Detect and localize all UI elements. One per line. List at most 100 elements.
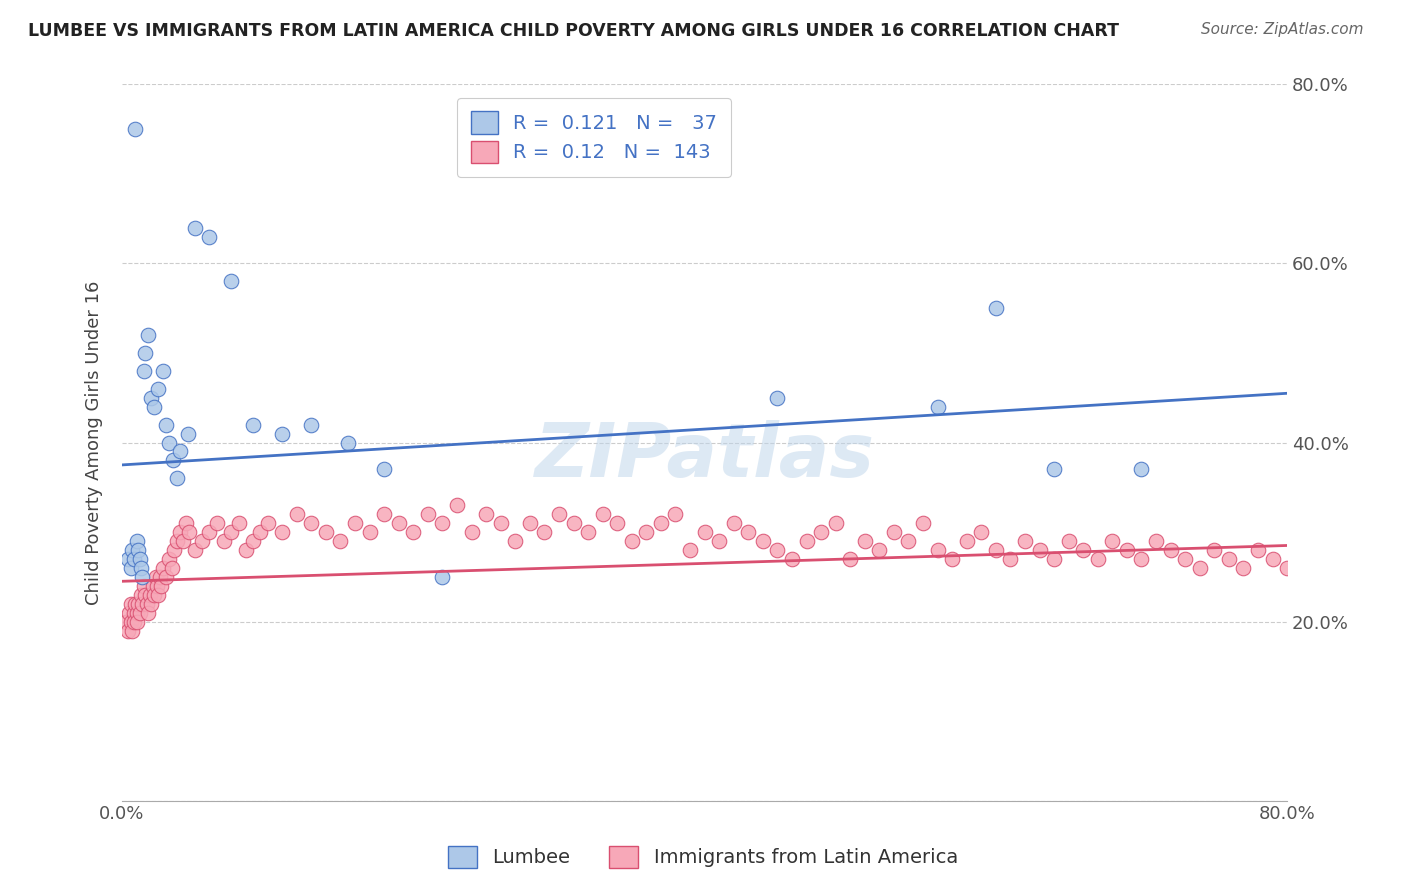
Point (115, 615, 138, 629)
Point (122, 552, 145, 566)
Point (1071, 543, 1094, 558)
Point (533, 524, 555, 539)
Point (693, 524, 716, 539)
Point (121, 624, 143, 638)
Point (373, 507, 395, 521)
Point (138, 588, 160, 602)
Point (242, 417, 264, 432)
Point (129, 561, 152, 575)
Point (796, 534, 818, 549)
Point (853, 534, 876, 549)
Point (576, 524, 599, 539)
Point (177, 524, 200, 539)
Point (1275, 561, 1298, 575)
Point (184, 543, 207, 558)
Point (927, 400, 949, 414)
Point (219, 274, 242, 288)
Legend: Lumbee, Immigrants from Latin America: Lumbee, Immigrants from Latin America (439, 836, 967, 878)
Point (136, 328, 159, 343)
Point (160, 561, 183, 575)
Point (127, 597, 149, 611)
Point (752, 534, 775, 549)
Point (1043, 462, 1066, 476)
Point (131, 570, 153, 584)
Point (446, 498, 468, 512)
Point (1028, 543, 1050, 558)
Point (1334, 543, 1357, 558)
Point (1087, 552, 1109, 566)
Point (650, 516, 672, 530)
Point (1101, 534, 1123, 549)
Point (157, 435, 180, 450)
Point (149, 570, 172, 584)
Point (737, 524, 759, 539)
Point (970, 524, 993, 539)
Point (1057, 534, 1080, 549)
Point (824, 516, 846, 530)
Point (1291, 543, 1313, 558)
Point (212, 534, 235, 549)
Point (198, 229, 221, 244)
Point (191, 534, 214, 549)
Point (620, 534, 643, 549)
Point (118, 606, 141, 620)
Point (941, 552, 963, 566)
Text: LUMBEE VS IMMIGRANTS FROM LATIN AMERICA CHILD POVERTY AMONG GIRLS UNDER 16 CORRE: LUMBEE VS IMMIGRANTS FROM LATIN AMERICA … (28, 22, 1119, 40)
Point (172, 534, 194, 549)
Point (299, 516, 322, 530)
Point (145, 570, 167, 584)
Point (1115, 543, 1137, 558)
Point (120, 597, 142, 611)
Point (1364, 561, 1386, 575)
Point (285, 507, 308, 521)
Point (125, 534, 148, 549)
Y-axis label: Child Poverty Among Girls Under 16: Child Poverty Among Girls Under 16 (86, 280, 103, 605)
Point (416, 507, 439, 521)
Point (1232, 561, 1254, 575)
Point (432, 570, 454, 584)
Legend: R =  0.121   N =   37, R =  0.12   N =  143: R = 0.121 N = 37, R = 0.12 N = 143 (457, 98, 731, 177)
Point (883, 524, 905, 539)
Point (868, 543, 890, 558)
Point (707, 534, 730, 549)
Point (142, 579, 165, 593)
Point (1130, 552, 1153, 566)
Point (143, 588, 166, 602)
Point (1204, 543, 1226, 558)
Point (120, 561, 142, 575)
Point (299, 417, 322, 432)
Point (125, 615, 148, 629)
Point (679, 543, 702, 558)
Point (132, 364, 155, 378)
Point (152, 364, 174, 378)
Point (256, 516, 278, 530)
Point (329, 534, 352, 549)
Point (143, 400, 166, 414)
Point (124, 122, 146, 136)
Point (1014, 534, 1036, 549)
Point (150, 579, 173, 593)
Point (489, 516, 512, 530)
Point (503, 534, 526, 549)
Point (373, 462, 395, 476)
Point (562, 516, 585, 530)
Point (897, 534, 920, 549)
Point (176, 426, 198, 441)
Point (166, 471, 188, 485)
Point (911, 516, 934, 530)
Point (135, 597, 157, 611)
Text: Source: ZipAtlas.com: Source: ZipAtlas.com (1201, 22, 1364, 37)
Point (228, 516, 250, 530)
Point (122, 615, 145, 629)
Point (136, 606, 159, 620)
Point (157, 552, 180, 566)
Point (242, 534, 264, 549)
Point (810, 524, 832, 539)
Point (184, 220, 207, 235)
Point (174, 516, 197, 530)
Point (1144, 534, 1167, 549)
Point (766, 543, 789, 558)
Point (1319, 561, 1341, 575)
Point (359, 524, 381, 539)
Point (1174, 552, 1197, 566)
